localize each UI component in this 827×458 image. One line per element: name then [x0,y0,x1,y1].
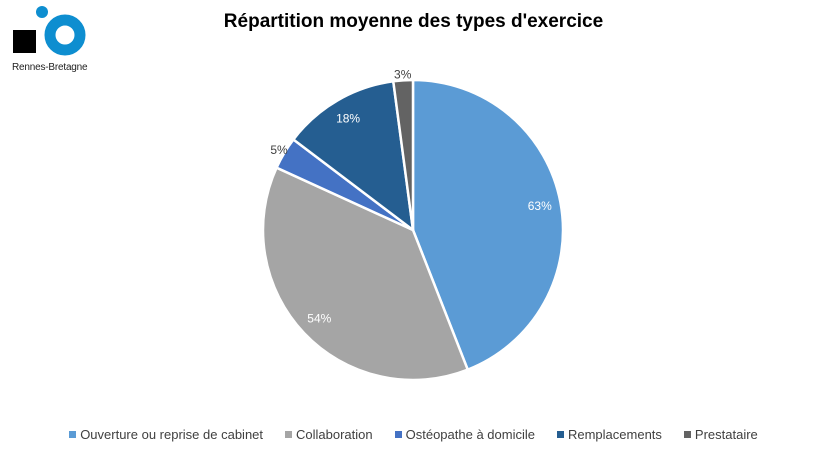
logo: Rennes-Bretagne [0,0,100,80]
legend-label: Ostéopathe à domicile [405,427,535,442]
legend-item: Prestataire [683,427,758,442]
pie-slice-4 [291,79,415,233]
data-label-2: 54% [307,312,331,326]
legend-item: Remplacements [556,427,662,442]
legend-swatch [683,431,691,438]
legend-label: Prestataire [694,427,758,442]
legend-item: Collaboration [285,427,373,442]
legend-item: Ostéopathe à domicile [394,427,535,442]
pie-chart: 63% 54% 5% 18% 3% [261,67,565,382]
data-label-4: 18% [336,112,360,126]
pie-slice-5 [391,78,415,231]
data-label-5: 3% [394,67,412,81]
chart-title: Répartition moyenne des types d'exercice [223,11,604,32]
legend-swatch [69,431,77,438]
legend-label: Remplacements [567,427,662,442]
legend: Ouverture ou reprise de cabinet Collabora… [0,427,827,442]
data-label-3: 5% [270,143,288,157]
data-label-1: 63% [528,199,552,213]
legend-item: Ouverture ou reprise de cabinet [69,427,263,442]
pie-slice-2 [261,166,470,382]
legend-swatch [394,431,402,438]
legend-label: Collaboration [296,427,373,442]
logo-mark [13,6,86,56]
legend-swatch [556,431,564,438]
legend-label: Ouverture ou reprise de cabinet [80,427,264,442]
legend-swatch [285,431,293,438]
logo-text: Rennes-Bretagne [12,62,88,73]
pie-slice-1 [411,78,565,372]
